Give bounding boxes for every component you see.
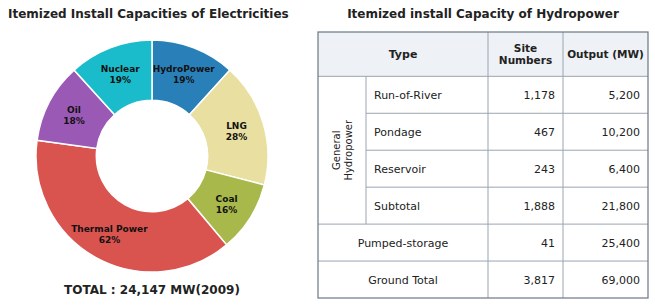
slice-category: Oil — [67, 105, 81, 115]
cell-value: 243 — [534, 163, 555, 176]
cell-value: 1,888 — [524, 200, 556, 213]
row-label: Reservoir — [374, 163, 426, 176]
row-border — [318, 76, 648, 77]
pie-panel: Itemized Install Capacities of Electrici… — [8, 7, 289, 297]
row-border — [366, 150, 648, 151]
cell-value: 6,400 — [609, 163, 641, 176]
header: Type — [389, 48, 418, 61]
row-label: Pumped-storage — [358, 237, 449, 250]
cell-value: 41 — [541, 237, 555, 250]
slice-value: 19% — [173, 75, 195, 85]
slice-label: Oil18% — [63, 105, 85, 126]
cell-value: 25,400 — [602, 237, 641, 250]
slice-label: Thermal Power62% — [71, 224, 148, 245]
slice — [36, 140, 227, 272]
slice-label: LNG28% — [226, 121, 248, 142]
row-label: Run-of-River — [374, 89, 442, 102]
slice-value: 28% — [226, 132, 248, 142]
column-border — [488, 32, 489, 298]
column-header: Output (MW) — [567, 48, 644, 60]
text-line: Numbers — [499, 54, 552, 66]
slice-label: HydroPower19% — [153, 64, 216, 85]
cell-value: 69,000 — [602, 274, 641, 287]
title: Itemized Install Capacities of Electrici… — [8, 7, 289, 21]
slice-value: 62% — [99, 235, 121, 245]
text-line: Hydropower — [343, 119, 354, 181]
slice-value: 16% — [216, 205, 238, 215]
row-border — [366, 187, 648, 188]
slices — [36, 40, 268, 272]
slice-category: Coal — [216, 194, 238, 204]
slice — [74, 40, 152, 115]
cell-value: 21,800 — [602, 200, 641, 213]
column-header: SiteNumbers — [499, 42, 552, 66]
cell-value: 3,817 — [524, 274, 556, 287]
column-border — [563, 32, 564, 298]
slice-category: Thermal Power — [71, 224, 148, 234]
table-border — [318, 32, 648, 298]
cell-value: 1,178 — [524, 89, 556, 102]
header-bg — [318, 32, 648, 76]
slice-label: Nuclear19% — [101, 64, 141, 85]
slice-label: Coal16% — [216, 194, 238, 215]
table-panel: Itemized install Capacity of Hydropower T… — [318, 7, 648, 298]
row-border — [318, 261, 648, 262]
slice-value: 18% — [63, 116, 85, 126]
text-line: General — [331, 131, 342, 170]
slice-category: Nuclear — [101, 64, 141, 74]
chart-root: Itemized Install Capacities of Electrici… — [0, 0, 655, 305]
row-label: Pondage — [374, 126, 422, 139]
cell-value: 5,200 — [609, 89, 641, 102]
text-line: Output (MW) — [567, 48, 644, 60]
cell-value: 467 — [534, 126, 555, 139]
row-label: Subtotal — [374, 200, 420, 213]
cell-value: 10,200 — [602, 126, 641, 139]
slice-value: 19% — [109, 75, 131, 85]
group-label: GeneralHydropower — [331, 119, 354, 181]
slice-category: HydroPower — [153, 64, 216, 74]
row-label: Ground Total — [368, 274, 438, 287]
slice-labels: HydroPower19%LNG28%Coal16%Thermal Power6… — [63, 64, 247, 244]
row-border — [366, 113, 648, 114]
slice — [189, 70, 268, 185]
slice-category: LNG — [226, 121, 247, 131]
row-border — [318, 224, 648, 225]
text-line: Site — [514, 42, 537, 54]
annotation: TOTAL : 24,147 MW(2009) — [64, 283, 240, 297]
title: Itemized install Capacity of Hydropower — [347, 7, 619, 21]
